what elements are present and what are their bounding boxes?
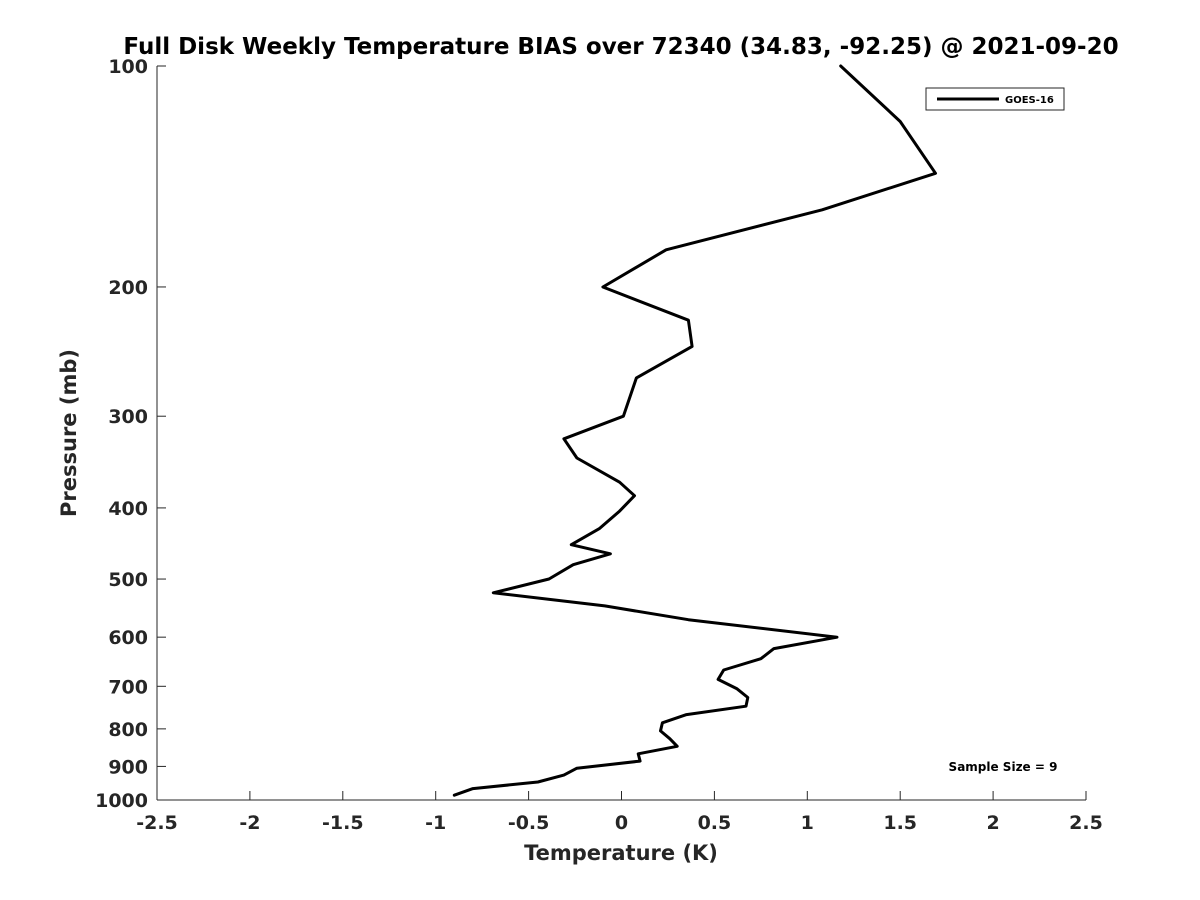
- x-tick-label: 1: [801, 812, 814, 834]
- y-tick-label: 200: [108, 277, 148, 299]
- chart-title: Full Disk Weekly Temperature BIAS over 7…: [123, 34, 1118, 60]
- series-line-goes-16: [452, 64, 937, 797]
- y-tick-label: 900: [108, 756, 148, 778]
- y-tick-label: 500: [108, 569, 148, 591]
- x-tick-label: -1.5: [322, 812, 364, 834]
- y-tick-label: 600: [108, 627, 148, 649]
- x-axis-label: Temperature (K): [524, 841, 718, 865]
- x-tick-label: 1.5: [883, 812, 917, 834]
- sample-size-annotation: Sample Size = 9: [949, 760, 1058, 774]
- y-tick-label: 300: [108, 406, 148, 428]
- x-tick-label: -2: [239, 812, 260, 834]
- y-tick-label: 400: [108, 498, 148, 520]
- y-tick-label: 800: [108, 719, 148, 741]
- x-tick-label: -0.5: [508, 812, 550, 834]
- x-tick-label: 0.5: [698, 812, 732, 834]
- y-axis-label: Pressure (mb): [57, 349, 81, 517]
- y-tick-label: 1000: [95, 790, 148, 812]
- legend-entry-goes-16: GOES-16: [1005, 95, 1054, 106]
- legend: GOES-16: [925, 87, 1065, 111]
- plot-area: -2.5 -2 -1.5 -1 -0.5 0 0.5 1 1.5 2 2.5 100 200 300 40…: [95, 56, 1103, 834]
- x-tick-label: 2: [986, 812, 999, 834]
- y-tick-label: 700: [108, 676, 148, 698]
- x-tick-label: 2.5: [1069, 812, 1103, 834]
- x-tick-label: -1: [425, 812, 446, 834]
- series-group: [452, 64, 937, 797]
- y-tick-label: 100: [108, 56, 148, 78]
- x-tick-label: 0: [615, 812, 628, 834]
- x-tick-label: -2.5: [136, 812, 178, 834]
- y-axis-ticks: 100 200 300 400 500 600 700 800 900 1000: [95, 56, 166, 812]
- x-axis-ticks: -2.5 -2 -1.5 -1 -0.5 0 0.5 1 1.5 2 2.5: [136, 791, 1103, 834]
